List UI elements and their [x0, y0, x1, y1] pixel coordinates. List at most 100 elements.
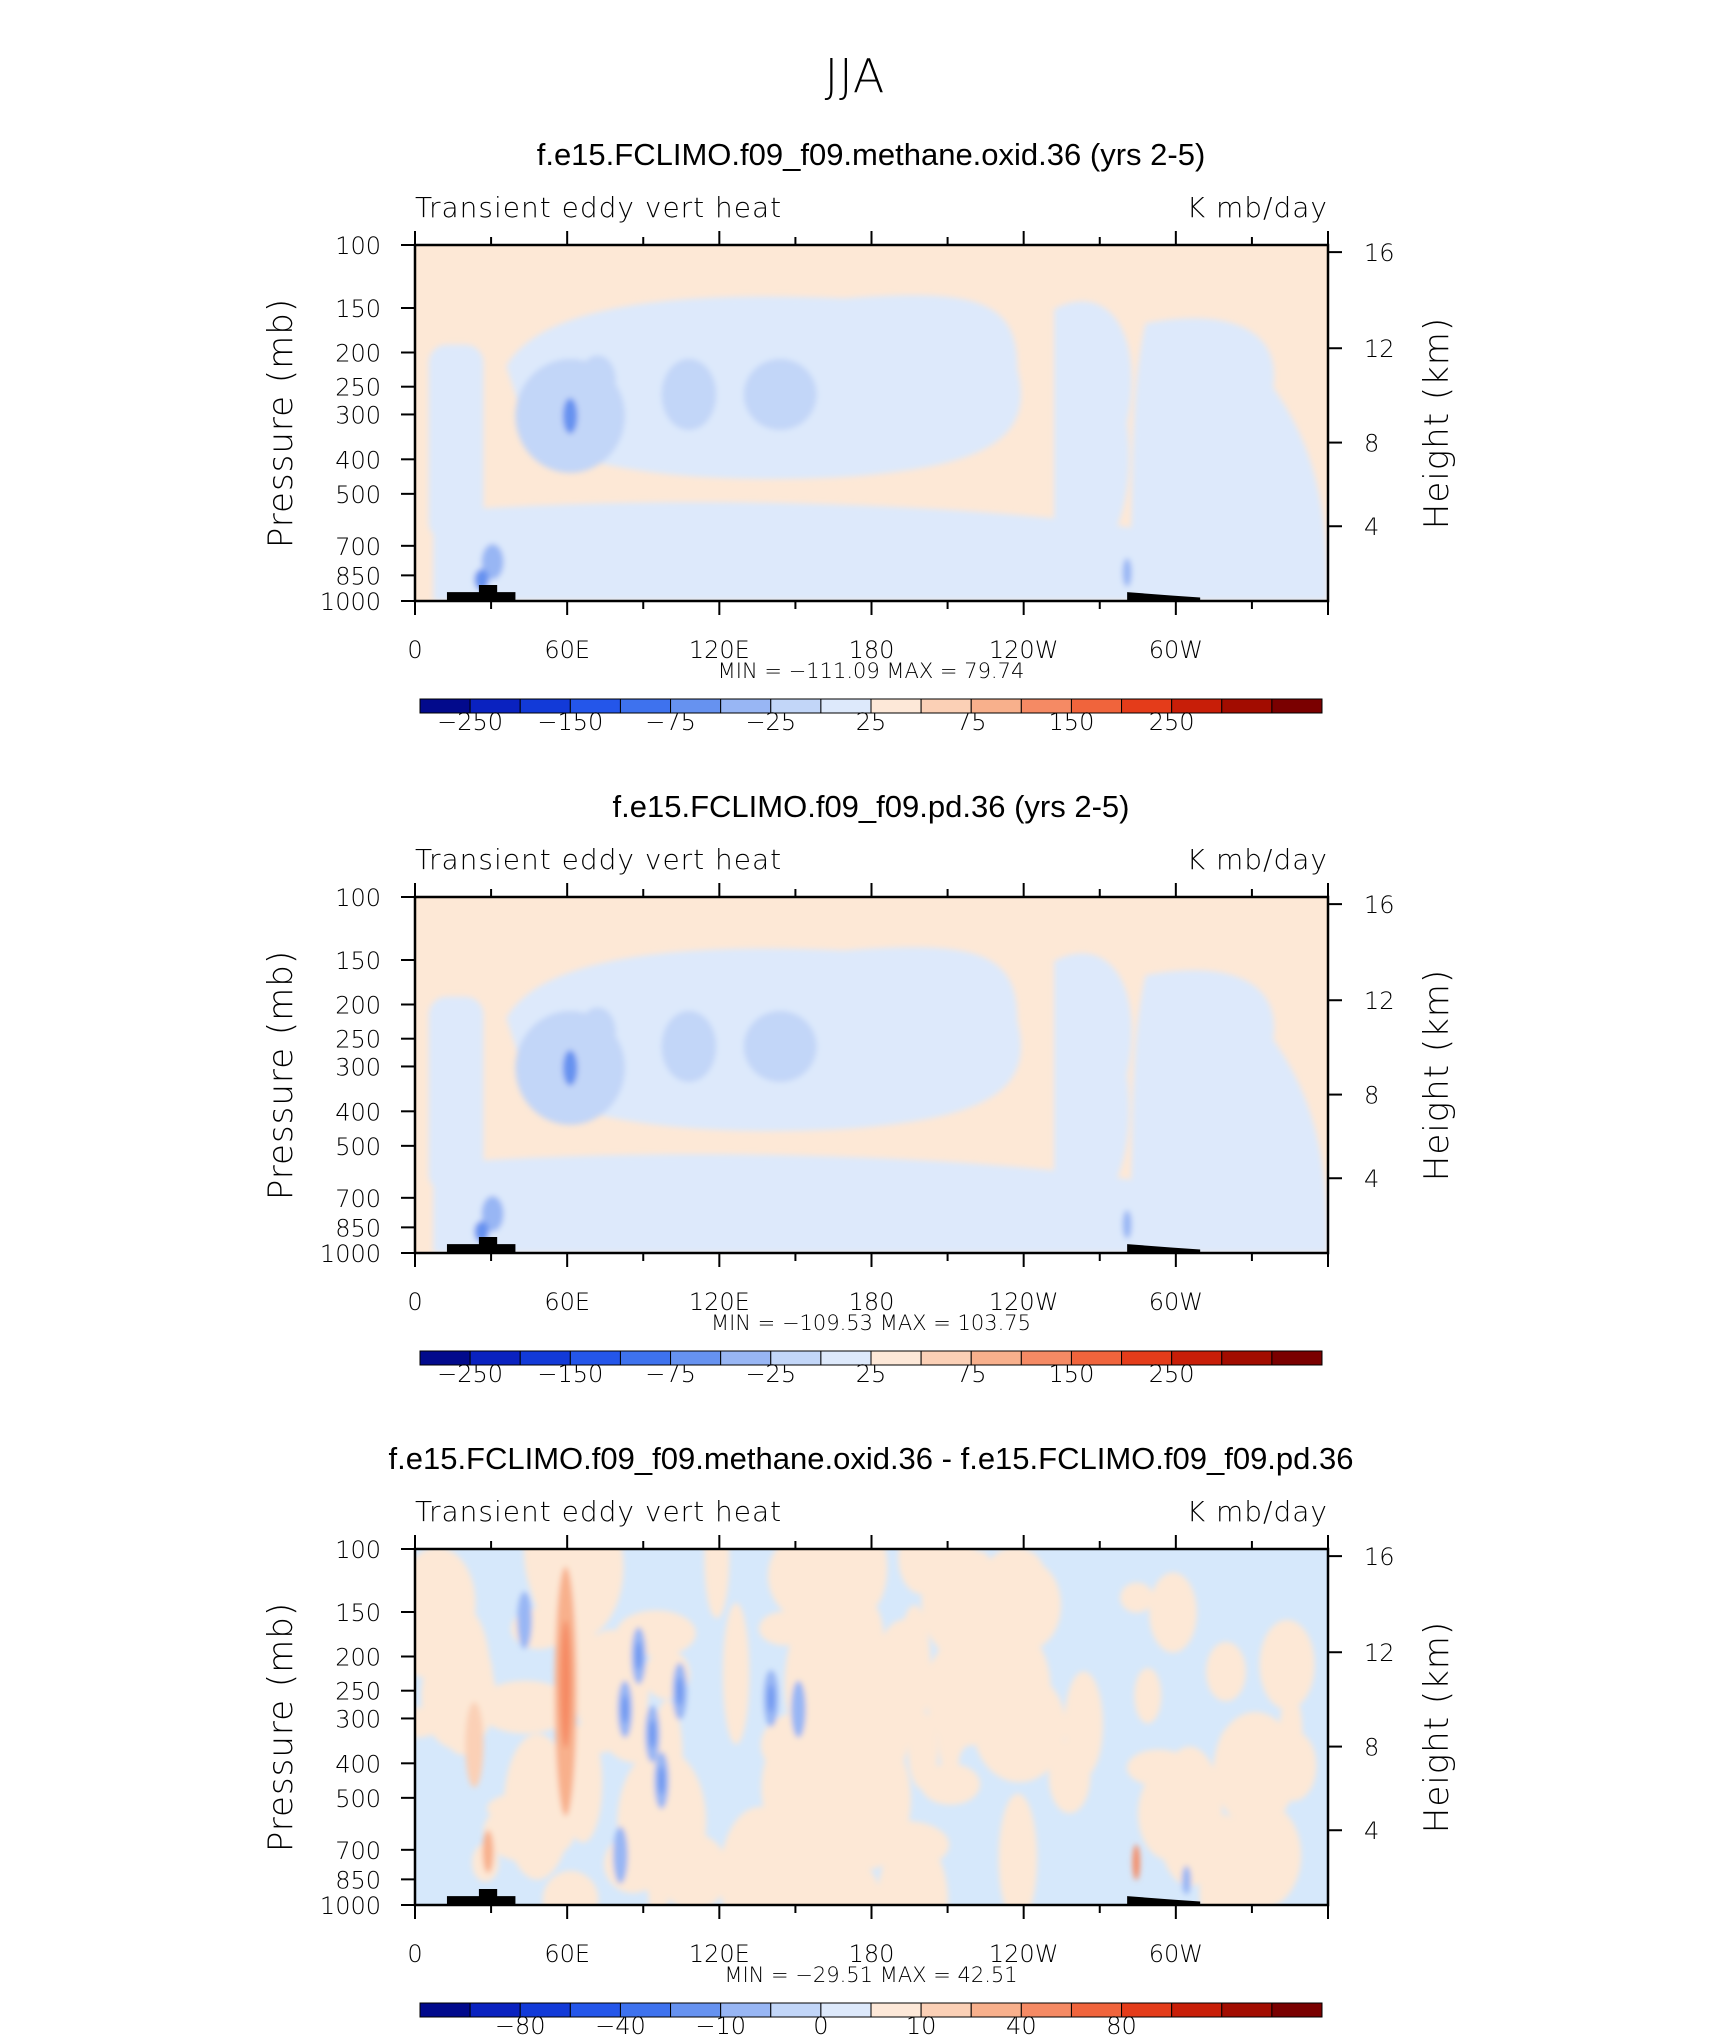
negative-core — [743, 358, 817, 431]
positive-region — [722, 1603, 750, 1745]
negative-region — [1127, 318, 1328, 601]
left-label: Transient eddy vert heat — [415, 843, 782, 876]
negative-region — [1127, 970, 1328, 1253]
positive-region — [415, 1601, 443, 1671]
x-tick-label: 120W — [989, 636, 1059, 664]
x-tick-label: 0 — [407, 636, 422, 664]
positive-region — [759, 1611, 811, 1646]
negative-region — [428, 344, 484, 541]
y-tick-label: 500 — [335, 1785, 381, 1813]
y2-tick-label: 12 — [1364, 335, 1395, 363]
y-tick-label: 250 — [335, 374, 381, 402]
panels: f.e15.FCLIMO.f09_f09.methane.oxid.36 (yr… — [261, 137, 1457, 2038]
x-tick-label: 60E — [544, 636, 590, 664]
y-tick-label: 150 — [335, 295, 381, 323]
y-tick-label: 1000 — [320, 1240, 381, 1268]
units-label: K mb/day — [1187, 1495, 1328, 1528]
y-tick-label: 850 — [335, 562, 381, 590]
positive-region — [477, 1680, 574, 1734]
x-tick-label: 60E — [544, 1288, 590, 1316]
x-tick-label: 180 — [849, 1288, 895, 1316]
colorbar-label: −250 — [437, 1360, 503, 1388]
negative-region — [1054, 301, 1132, 594]
colorbar-box — [1221, 698, 1273, 714]
positive-region — [659, 1833, 728, 1905]
negative-core — [649, 1719, 656, 1749]
x-tick-label: 120W — [989, 1940, 1059, 1968]
negative-core — [1122, 1210, 1132, 1239]
negative-core — [658, 1766, 665, 1795]
x-tick-label: 0 — [407, 1288, 422, 1316]
y-tick-label: 250 — [335, 1026, 381, 1054]
negative-core — [622, 1694, 628, 1724]
y-axis-label: Pressure (mb) — [261, 950, 301, 1200]
y2-tick-label: 16 — [1364, 1543, 1395, 1571]
negative-core — [481, 544, 504, 580]
positive-core — [1132, 1844, 1140, 1881]
y-tick-label: 300 — [335, 401, 381, 429]
colorbar-label: 25 — [856, 708, 887, 736]
positive-region — [761, 1720, 859, 1856]
colorbar-box — [1221, 2002, 1273, 2018]
y2-axis-label: Height (km) — [1417, 969, 1457, 1181]
positive-region — [998, 1793, 1038, 1905]
colorbar-box — [419, 2002, 471, 2018]
negative-regions — [428, 947, 1328, 1253]
positive-region — [415, 1707, 444, 1738]
positive-region — [921, 1549, 997, 1658]
x-tick-label: 60W — [1149, 1288, 1203, 1316]
panel-1: f.e15.FCLIMO.f09_f09.methane.oxid.36 (yr… — [261, 137, 1457, 736]
colorbar: −250 −150 −75 −25 25 75 150 250 — [419, 1350, 1323, 1388]
min-max-stats: MIN = −109.53 MAX = 103.75 — [711, 1311, 1031, 1335]
colorbar-label: 10 — [906, 2012, 937, 2038]
positive-region — [1134, 1668, 1162, 1724]
x-tick-label: 180 — [849, 1940, 895, 1968]
colorbar-box — [1271, 698, 1323, 714]
units-label: K mb/day — [1187, 191, 1328, 224]
y-tick-label: 100 — [335, 1536, 381, 1564]
positive-region — [503, 1733, 571, 1880]
y-tick-label: 400 — [335, 1098, 381, 1126]
colorbar-label: 250 — [1149, 1360, 1195, 1388]
y-tick-label: 300 — [335, 1053, 381, 1081]
y-tick-label: 500 — [335, 481, 381, 509]
panel-2: f.e15.FCLIMO.f09_f09.pd.36 (yrs 2-5) Tran… — [261, 789, 1457, 1388]
contour-field — [415, 245, 1328, 601]
y-axis-label: Pressure (mb) — [261, 1602, 301, 1852]
y-tick-label: 150 — [335, 947, 381, 975]
x-tick-label: 120E — [689, 1288, 750, 1316]
colorbar-label: −25 — [745, 1360, 796, 1388]
y2-tick-label: 8 — [1364, 1734, 1379, 1762]
positive-region — [1120, 1582, 1154, 1613]
y-tick-label: 1000 — [320, 588, 381, 616]
colorbar: −80 −40 −10 0 10 40 80 — [419, 2002, 1323, 2038]
units-label: K mb/day — [1187, 843, 1328, 876]
negative-core — [517, 1591, 532, 1649]
negative-core — [743, 1010, 817, 1083]
positive-core — [482, 1830, 494, 1873]
y-tick-label: 700 — [335, 1185, 381, 1213]
colorbar-label: −75 — [645, 708, 696, 736]
panel-3: f.e15.FCLIMO.f09_f09.methane.oxid.36 - f… — [261, 1441, 1457, 2038]
x-tick-label: 120E — [689, 636, 750, 664]
positive-region — [1064, 1671, 1103, 1777]
positive-region — [920, 1763, 981, 1805]
y-tick-label: 200 — [335, 340, 381, 368]
y-tick-label: 1000 — [320, 1892, 381, 1920]
y-tick-label: 700 — [335, 1837, 381, 1865]
positive-region — [704, 1549, 730, 1619]
positive-region — [1149, 1572, 1197, 1653]
y2-tick-label: 4 — [1364, 513, 1379, 541]
y-axis-label: Pressure (mb) — [261, 298, 301, 548]
negative-core — [579, 1007, 616, 1058]
colorbar-label: 250 — [1149, 708, 1195, 736]
left-label: Transient eddy vert heat — [415, 191, 782, 224]
colorbar-label: −25 — [745, 708, 796, 736]
x-tick-label: 60E — [544, 1940, 590, 1968]
y-tick-label: 300 — [335, 1705, 381, 1733]
x-tick-label: 120E — [689, 1940, 750, 1968]
y2-tick-label: 8 — [1364, 1082, 1379, 1110]
negative-region — [1054, 953, 1132, 1246]
y2-axis-label: Height (km) — [1417, 317, 1457, 529]
